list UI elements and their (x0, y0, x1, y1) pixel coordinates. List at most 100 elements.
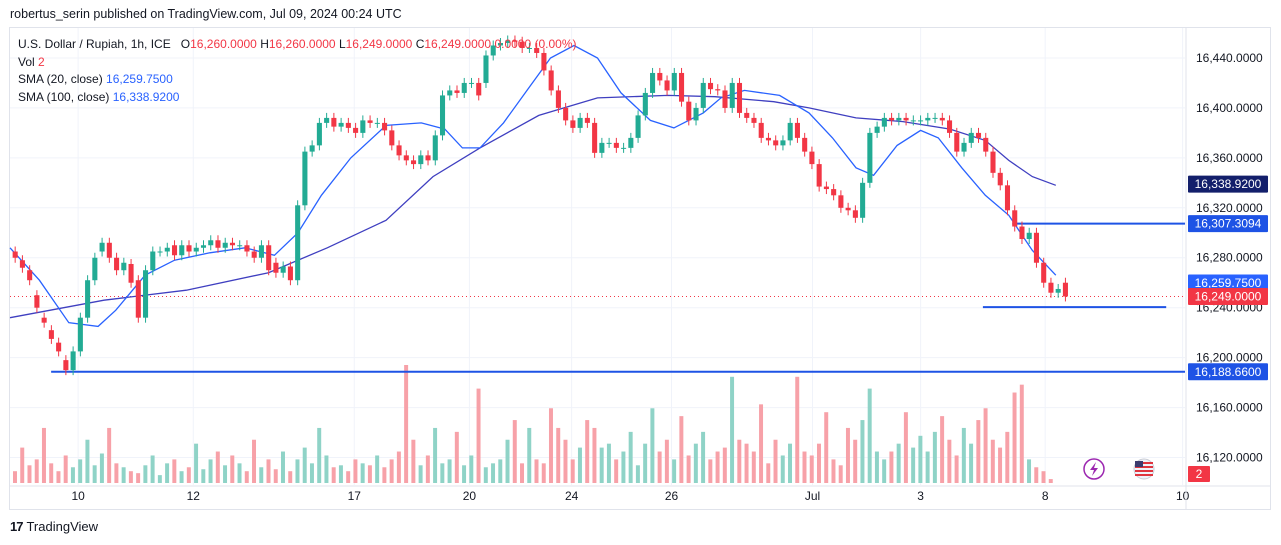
candle-body (280, 266, 286, 273)
sma100-label[interactable]: SMA (100, close) (18, 89, 110, 104)
volume-bar (411, 439, 416, 483)
volume-bar (635, 465, 640, 483)
volume-bar (165, 463, 170, 483)
candle-body (584, 117, 590, 123)
candle-body (12, 251, 18, 258)
volume-bar (853, 439, 858, 483)
footer-brand[interactable]: 17 TradingView (10, 519, 98, 534)
volume-bar (918, 435, 923, 483)
volume-bar (693, 443, 698, 483)
candle-body (447, 90, 453, 96)
open-label: O (180, 37, 191, 51)
volume-bar (491, 463, 496, 483)
candle-body (831, 189, 837, 196)
high-label: H (260, 37, 269, 51)
candle-body (302, 151, 308, 206)
candle-body (621, 147, 627, 149)
volume-bar (367, 465, 372, 483)
volume-bar (628, 431, 633, 483)
candle-body (606, 142, 612, 144)
volume-bar (903, 412, 908, 483)
volume-bar (194, 443, 199, 483)
volume-bar (1048, 479, 1053, 483)
volume-bar (961, 427, 966, 483)
candle-body (925, 117, 931, 121)
volume-bar (404, 365, 409, 483)
volume-bar (483, 467, 488, 483)
candle-body (954, 132, 960, 152)
candle-body (1033, 232, 1039, 263)
candle-body (765, 137, 771, 141)
volume-bar (338, 465, 343, 483)
sma20-value: 16,259.7500 (106, 72, 173, 86)
close-label: C (415, 37, 425, 51)
volume-bar (230, 455, 235, 483)
candle-body (179, 245, 185, 256)
volume-bar (911, 447, 916, 483)
volume-bar (244, 471, 249, 483)
volume-bar (969, 443, 974, 483)
candle-body (1019, 226, 1025, 240)
change-value: 0.0000 (0.00%) (494, 37, 577, 51)
candle-body (548, 70, 554, 91)
candle-body (657, 72, 663, 81)
volume-bar (737, 439, 742, 483)
volume-bar (1041, 471, 1046, 483)
candle-body (744, 112, 750, 118)
candle-body (324, 117, 330, 123)
low-value: 16,249.0000 (345, 37, 413, 51)
candle-body (150, 251, 156, 271)
candle-body (693, 107, 699, 121)
x-tick-label: 12 (187, 489, 201, 503)
volume-bar (346, 471, 351, 483)
candle-body (1055, 288, 1061, 293)
candle-body (874, 126, 880, 133)
candle-body (476, 82, 482, 96)
candle-body (374, 122, 380, 124)
volume-bar (331, 467, 336, 483)
volume-bar (889, 451, 894, 483)
volume-bar (121, 467, 126, 483)
volume-bar (882, 459, 887, 483)
volume-bar (85, 439, 90, 483)
candle-body (99, 242, 105, 252)
volume-bar (766, 463, 771, 483)
candle-body (222, 242, 228, 248)
candle-body (592, 122, 598, 153)
volume-bar (70, 467, 75, 483)
volume-bar (751, 451, 756, 483)
candle-body (468, 82, 475, 84)
x-tick-label: 26 (665, 489, 679, 503)
candle-body (1012, 210, 1018, 227)
candle-body (642, 92, 648, 116)
volume-bar (1005, 431, 1010, 483)
candle-body (34, 295, 40, 308)
volume-bar (715, 451, 720, 483)
volume-bar (92, 465, 97, 483)
volume-bar (128, 471, 133, 483)
x-tick-label: 10 (71, 489, 85, 503)
sma20-label[interactable]: SMA (20, close) (18, 72, 103, 86)
volume-bar (49, 463, 54, 483)
volume-bar (795, 376, 800, 483)
x-tick-label: 3 (917, 489, 924, 503)
candle-body (411, 160, 417, 165)
candle-body (671, 72, 677, 91)
candle-body (729, 82, 735, 108)
volume-bar (309, 463, 314, 483)
volume-bar (860, 420, 865, 483)
candle-body (295, 205, 301, 281)
volume-bar (223, 465, 228, 483)
volume-bar (56, 471, 61, 483)
volume-bar (143, 465, 148, 483)
volume-bar (925, 451, 930, 483)
volume-bar (396, 451, 401, 483)
candle-body (635, 115, 641, 138)
candle-body (997, 172, 1003, 186)
volume-bar (686, 455, 691, 483)
y-tick-label: 16,400.0000 (1196, 101, 1263, 115)
volume-bar (317, 427, 322, 483)
candle-body (106, 242, 112, 258)
symbol-title[interactable]: U.S. Dollar / Rupiah, 1h, ICE (18, 37, 171, 51)
